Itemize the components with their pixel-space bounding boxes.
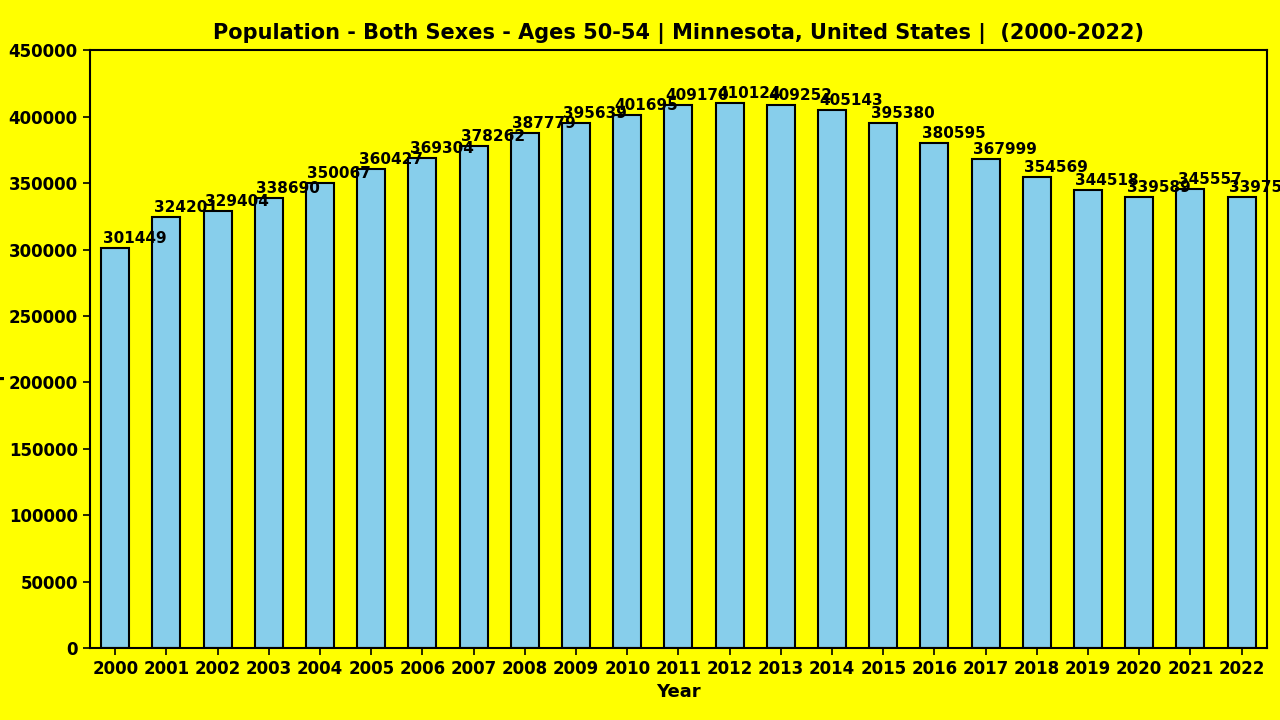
Bar [460,145,488,648]
Text: 350067: 350067 [307,166,371,181]
Text: 369304: 369304 [410,140,474,156]
Y-axis label: Population: Population [0,294,3,404]
Bar [357,169,385,648]
Bar [255,198,283,648]
Bar [613,114,641,648]
Bar [511,133,539,648]
Text: 409252: 409252 [768,88,832,102]
Text: 405143: 405143 [819,93,883,108]
Text: 395639: 395639 [563,106,627,120]
Bar [152,217,180,648]
Bar [767,104,795,648]
Text: 344518: 344518 [1075,174,1139,189]
Bar [972,159,1000,648]
Text: 387779: 387779 [512,116,576,131]
Text: 360427: 360427 [358,153,422,167]
Text: 345557: 345557 [1178,172,1242,187]
Text: 409170: 409170 [666,88,730,103]
Bar [306,183,334,648]
Bar [562,122,590,648]
Text: 401695: 401695 [614,97,678,112]
Text: 395380: 395380 [870,106,934,121]
Text: 378262: 378262 [461,129,525,144]
Bar [1125,197,1153,648]
Text: 329404: 329404 [205,194,269,209]
Text: 410124: 410124 [717,86,781,102]
Bar [204,210,232,648]
Bar [818,110,846,648]
Text: 339756: 339756 [1229,180,1280,195]
Bar [101,248,129,648]
Text: 338690: 338690 [256,181,320,197]
Bar [1074,191,1102,648]
Text: 339589: 339589 [1126,180,1190,195]
Bar [1023,177,1051,648]
Bar [869,123,897,648]
X-axis label: Year: Year [657,683,700,701]
Text: 380595: 380595 [922,125,986,140]
Bar [408,158,436,648]
Text: 324201: 324201 [154,200,218,215]
Bar [1176,189,1204,648]
Bar [1228,197,1256,648]
Text: 367999: 367999 [973,143,1037,157]
Bar [716,104,744,648]
Bar [664,104,692,648]
Bar [920,143,948,648]
Title: Population - Both Sexes - Ages 50-54 | Minnesota, United States |  (2000-2022): Population - Both Sexes - Ages 50-54 | M… [212,23,1144,45]
Text: 354569: 354569 [1024,160,1088,175]
Text: 301449: 301449 [102,230,166,246]
